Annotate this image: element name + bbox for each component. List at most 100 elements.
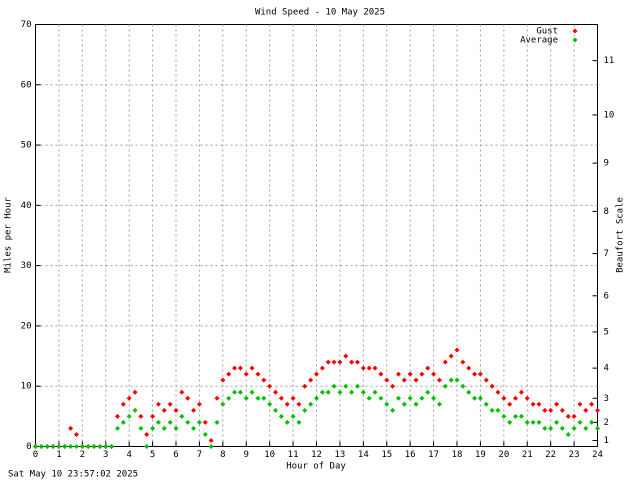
point [384,377,390,383]
point [565,431,571,437]
y2-tick-label: 4 [604,364,609,374]
y-tick-label: 20 [21,321,32,331]
point [126,395,132,401]
point [589,419,595,425]
point [501,413,507,419]
point [542,425,548,431]
point [395,395,401,401]
point [155,401,161,407]
point [325,389,331,395]
point [589,401,595,407]
x-tick-label: 13 [334,450,345,460]
point [372,389,378,395]
point [132,407,138,413]
point [120,419,126,425]
point [518,413,524,419]
point [548,407,554,413]
y2-tick-label: 1 [604,436,609,446]
point [477,395,483,401]
point [196,401,202,407]
point [273,389,279,395]
x-axis-label: Hour of Day [286,462,346,472]
point [436,377,442,383]
y2-tick-label: 7 [604,249,609,259]
point [595,407,600,413]
x-tick-label: 17 [428,450,439,460]
y-tick-label: 30 [21,261,32,271]
point [202,431,208,437]
point [413,401,419,407]
point [208,444,214,449]
x-tick-label: 16 [405,450,416,460]
point [302,407,308,413]
x-tick-label: 12 [311,450,322,460]
y-tick-label: 50 [21,141,32,151]
point [237,365,243,371]
point [331,359,337,365]
point [308,401,314,407]
x-tick-label: 8 [220,450,225,460]
y2-axis-label: Beaufort Scale [616,197,626,273]
x-tick-label: 21 [522,450,533,460]
point [366,365,372,371]
x-tick-label: 15 [381,450,392,460]
point [243,371,249,377]
point [571,413,577,419]
legend-label: Gust [536,27,558,37]
point [548,425,554,431]
point [489,383,495,389]
point [68,444,74,449]
x-tick-label: 18 [452,450,463,460]
point [79,444,85,449]
point [331,383,337,389]
x-tick-label: 14 [358,450,369,460]
point [267,383,273,389]
x-tick-label: 7 [197,450,202,460]
point [577,419,583,425]
point [255,395,261,401]
y-tick-label: 70 [21,20,32,30]
point [179,413,185,419]
point [109,444,115,449]
legend-marker [572,28,578,34]
point [62,444,68,449]
point [284,419,290,425]
y2-tick-label: 5 [604,327,609,337]
point [343,383,349,389]
point [179,389,185,395]
point [214,395,220,401]
point [419,395,425,401]
y2-tick-label: 8 [604,207,609,217]
point [144,431,150,437]
point [138,413,144,419]
point [126,413,132,419]
point [226,371,232,377]
point [319,389,325,395]
point [360,365,366,371]
x-tick-label: 4 [126,450,131,460]
point [278,395,284,401]
point [337,359,343,365]
point [150,413,156,419]
point [448,353,454,359]
point [302,383,308,389]
point [407,371,413,377]
point [319,365,325,371]
point [290,413,296,419]
point [185,419,191,425]
point [360,389,366,395]
point [97,444,103,449]
point [114,425,120,431]
point [290,395,296,401]
point [366,395,372,401]
y2-tick-label: 6 [604,291,609,301]
point [167,401,173,407]
point [507,401,513,407]
point [308,377,314,383]
point [261,377,267,383]
point [243,395,249,401]
point [466,389,472,395]
point [38,444,44,449]
point [237,389,243,395]
